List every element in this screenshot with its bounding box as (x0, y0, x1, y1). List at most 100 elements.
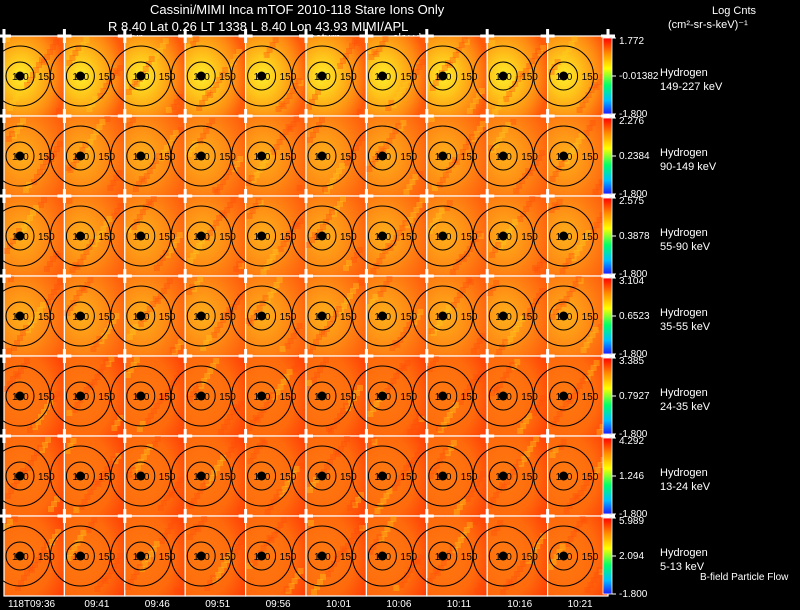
ena-image-cell: 120 150 (0, 195, 66, 277)
colorbar-mid-value: -0.01382 (619, 71, 659, 82)
contour-label: 120 (133, 552, 150, 563)
colorbar (602, 277, 613, 355)
contour-label: 150 (280, 232, 297, 243)
contour-label: 150 (38, 472, 55, 483)
contour-label: 150 (98, 392, 115, 403)
contour-label: 120 (12, 552, 29, 563)
ena-image-cell: 120 150 (110, 195, 186, 277)
contour-label: 150 (280, 552, 297, 563)
ena-image-cell: 120 150 (170, 115, 247, 197)
ena-image-cell: 120 150 (291, 275, 368, 357)
contour-label: 120 (495, 72, 512, 83)
x-tick-label: 10:21 (567, 599, 593, 610)
contour-label: 150 (340, 472, 357, 483)
colorbar-min-value: -1.800 (619, 109, 648, 120)
contour-label: 150 (461, 552, 478, 563)
contour-label: 120 (374, 152, 391, 163)
contour-label: 120 (374, 552, 391, 563)
contour-label: 150 (521, 312, 538, 323)
ena-image-cell: 120 150 (170, 275, 247, 357)
contour-label: 150 (582, 392, 599, 403)
ena-image-cell: 120 150 (110, 275, 186, 357)
contour-label: 120 (556, 312, 573, 323)
colorbar (602, 437, 613, 515)
contour-label: 120 (495, 392, 512, 403)
ena-image-cell: 120 150 (231, 35, 307, 117)
colorbar-max-value: 2.276 (619, 116, 645, 127)
colorbar-mid-value: 2.094 (619, 551, 645, 562)
contour-label: 150 (219, 312, 236, 323)
contour-label: 120 (254, 152, 271, 163)
x-tick-label: 10:11 (446, 599, 472, 610)
ena-image-cell: 120 150 (291, 115, 368, 197)
colorbar (602, 197, 613, 275)
ena-image-cell: 120 150 (351, 195, 428, 277)
ena-image-cell: 120 150 (231, 275, 307, 357)
ena-image-cell: 120 150 (49, 435, 126, 517)
row-species-label: Hydrogen (660, 227, 708, 239)
contour-label: 150 (461, 232, 478, 243)
row-energy-label: 5-13 keV (660, 561, 705, 573)
contour-label: 120 (12, 392, 29, 403)
contour-label: 120 (435, 232, 452, 243)
ena-image-cell: 120 150 (472, 435, 549, 517)
ena-image-cell: 120 150 (0, 515, 66, 597)
contour-label: 150 (400, 152, 417, 163)
contour-label: 150 (340, 72, 357, 83)
contour-label: 150 (38, 392, 55, 403)
contour-label: 150 (219, 232, 236, 243)
ena-image-cell: 120 150 (472, 115, 549, 197)
x-tick-label: 09:56 (265, 599, 291, 610)
contour-label: 150 (98, 472, 115, 483)
contour-label: 150 (159, 312, 176, 323)
colorbar-units-subtitle: (cm²-sr-s-keV)⁻¹ (668, 19, 748, 31)
ena-image-cell: 120 150 (49, 515, 126, 597)
colorbar (602, 357, 613, 435)
contour-label: 150 (521, 392, 538, 403)
ena-image-cell: 120 150 (291, 35, 368, 117)
contour-label: 120 (193, 472, 210, 483)
contour-label: 120 (254, 312, 271, 323)
colorbar-min-value: -1.800 (619, 269, 648, 280)
colorbar-mid-value: 1.246 (619, 471, 645, 482)
x-tick-label: 09:46 (144, 599, 170, 610)
ena-image-cell: 120 150 (170, 195, 247, 277)
contour-label: 150 (159, 552, 176, 563)
contour-label: 150 (400, 552, 417, 563)
contour-label: 120 (133, 392, 150, 403)
colorbar-max-value: 2.575 (619, 196, 645, 207)
x-tick-label: 09:51 (205, 599, 231, 610)
contour-label: 120 (314, 552, 331, 563)
contour-label: 150 (400, 72, 417, 83)
contour-label: 150 (340, 232, 357, 243)
contour-label: 120 (254, 392, 271, 403)
ena-image-cell: 120 150 (0, 435, 66, 517)
contour-label: 150 (280, 392, 297, 403)
orbit-info: R 8.40 Lat 0.26 LT 1338 L 8.40 Lon 43.93… (108, 19, 409, 34)
contour-label: 120 (254, 552, 271, 563)
contour-label: 150 (280, 312, 297, 323)
contour-label: 150 (521, 552, 538, 563)
contour-label: 120 (314, 312, 331, 323)
contour-label: 120 (72, 472, 89, 483)
contour-label: 120 (556, 472, 573, 483)
colorbar-min-value: -1.800 (619, 189, 648, 200)
ena-image-cell: 120 150 (351, 355, 428, 437)
ena-image-cell: 120 150 (231, 515, 307, 597)
ena-image-cell: 120 150 (533, 35, 609, 117)
ena-image-cell: 120 150 (49, 35, 126, 117)
contour-label: 150 (521, 472, 538, 483)
colorbar-max-value: 4.292 (619, 436, 645, 447)
contour-label: 120 (72, 312, 89, 323)
contour-label: 120 (254, 232, 271, 243)
contour-label: 120 (193, 552, 210, 563)
ena-image-cell: 120 150 (110, 115, 186, 197)
contour-label: 150 (461, 472, 478, 483)
row-energy-label: 24-35 keV (660, 401, 711, 413)
contour-label: 120 (435, 312, 452, 323)
contour-label: 150 (582, 232, 599, 243)
colorbar-mid-value: 0.7927 (619, 391, 650, 402)
contour-label: 120 (72, 72, 89, 83)
ena-image-cell: 120 150 (110, 355, 186, 437)
